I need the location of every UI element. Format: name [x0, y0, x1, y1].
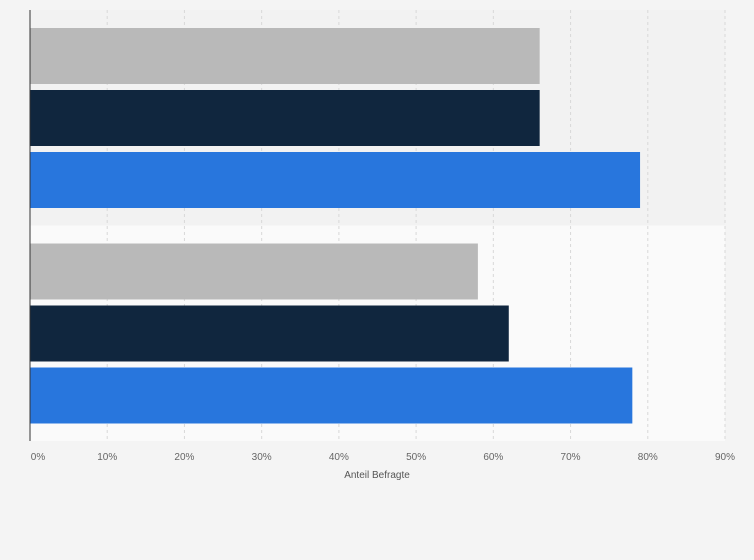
x-tick-label: 90%	[715, 452, 735, 463]
x-tick-label: 80%	[638, 452, 658, 463]
bar	[30, 28, 540, 84]
bar	[30, 90, 540, 146]
x-tick-label: 10%	[97, 452, 117, 463]
x-tick-label: 20%	[174, 452, 194, 463]
x-tick-label: 50%	[406, 452, 426, 463]
x-tick-label: 0%	[31, 452, 46, 463]
bar	[30, 305, 509, 362]
x-axis-title: Anteil Befragte	[344, 470, 410, 481]
x-tick-label: 60%	[483, 452, 503, 463]
x-tick-labels: 0% 10% 20% 30% 40% 50% 60% 70% 80% 90%	[31, 452, 735, 463]
bar	[30, 367, 633, 424]
bar	[30, 243, 478, 300]
x-tick-label: 30%	[252, 452, 272, 463]
x-tick-label: 70%	[561, 452, 581, 463]
x-tick-label: 40%	[329, 452, 349, 463]
bars	[30, 28, 641, 424]
bar	[30, 152, 641, 208]
